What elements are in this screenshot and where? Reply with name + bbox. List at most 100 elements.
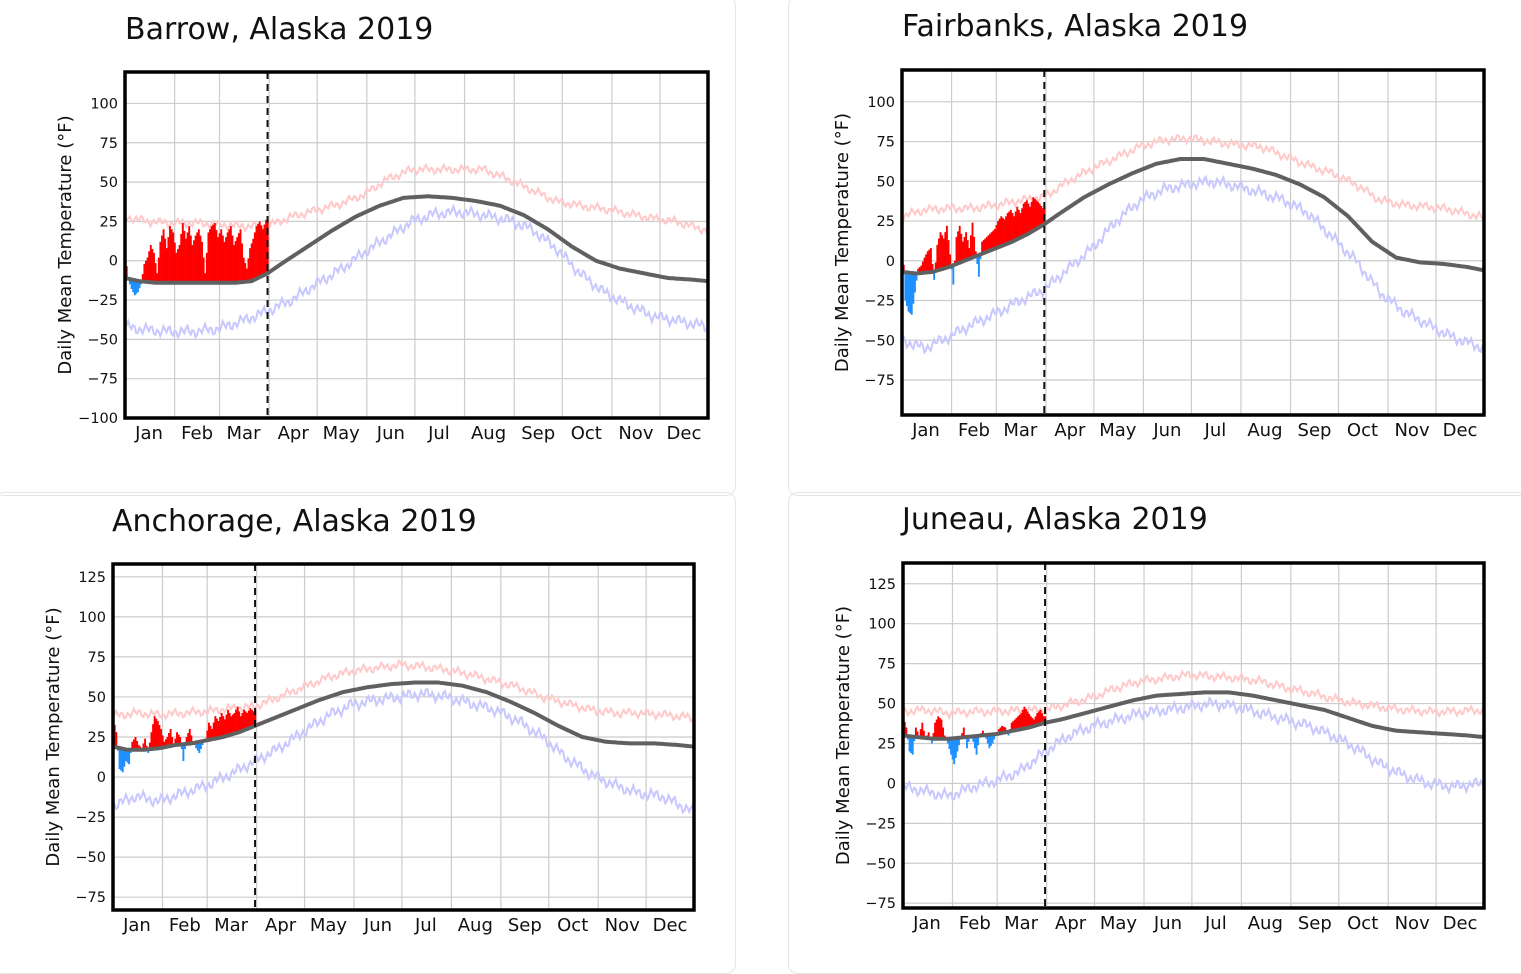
- record-high-line: [903, 669, 1484, 721]
- observed-bar: [236, 706, 239, 733]
- observed-bar: [947, 240, 950, 268]
- observed-bar: [202, 257, 205, 283]
- observed-bar: [129, 279, 131, 285]
- x-tick-label: Feb: [169, 915, 201, 936]
- observed-bar: [241, 243, 244, 283]
- observed-bar: [247, 258, 250, 282]
- y-tick-label: 0: [886, 254, 895, 270]
- observed-bar: [977, 735, 980, 746]
- observed-bar: [974, 736, 976, 749]
- observed-bar: [973, 236, 976, 257]
- observed-bar: [929, 248, 932, 273]
- observed-bar: [920, 265, 923, 274]
- observed-bar: [946, 738, 949, 744]
- observed-bar: [144, 738, 147, 750]
- observed-bar: [135, 280, 138, 294]
- observed-bar: [1005, 216, 1008, 245]
- y-tick-label: −75: [75, 890, 106, 906]
- observed-bar: [173, 242, 176, 283]
- observed-bar: [180, 233, 183, 283]
- observed-bar: [134, 737, 137, 750]
- observed-bar: [1017, 716, 1020, 730]
- observed-bar: [1040, 205, 1043, 227]
- observed-bar: [154, 263, 157, 283]
- y-tick-label: 50: [877, 174, 895, 190]
- observed-bar: [991, 734, 994, 744]
- observed-bar: [948, 738, 951, 750]
- observed-bar: [244, 263, 247, 282]
- y-tick-label: −50: [865, 856, 896, 872]
- observed-bar: [1021, 208, 1024, 237]
- observed-bar: [914, 727, 917, 737]
- observed-bar: [231, 714, 234, 735]
- observed-bar: [1022, 203, 1025, 237]
- observed-bar: [223, 241, 226, 283]
- x-tick-label: Feb: [958, 420, 990, 441]
- observed-bar: [942, 727, 945, 739]
- observed-bar: [151, 248, 154, 283]
- observed-bar: [1039, 709, 1042, 725]
- record-high-line: [902, 134, 1484, 221]
- observed-bar: [182, 744, 185, 762]
- observed-bar: [1020, 713, 1023, 730]
- observed-bar: [966, 240, 969, 260]
- observed-bar: [214, 716, 217, 739]
- observed-bar: [992, 230, 995, 250]
- observed-bar: [1019, 213, 1022, 238]
- record-high-line: [125, 162, 708, 236]
- observed-bar: [155, 718, 158, 749]
- observed-bar: [185, 238, 187, 283]
- observed-bar: [133, 280, 136, 296]
- x-tick-label: Dec: [653, 915, 688, 936]
- observed-bar: [1032, 197, 1035, 231]
- observed-bar: [1016, 206, 1019, 240]
- record-low-line: [903, 696, 1484, 801]
- observed-bar: [1010, 722, 1013, 732]
- y-tick-label: −100: [78, 411, 118, 427]
- observed-bar: [143, 263, 146, 282]
- y-tick-label: −75: [87, 372, 118, 388]
- record-low-line: [125, 203, 708, 340]
- x-tick-label: Feb: [959, 913, 991, 934]
- observed-bar: [909, 272, 912, 314]
- observed-bar: [958, 225, 961, 263]
- observed-bar: [207, 232, 210, 283]
- observed-bar: [159, 241, 162, 283]
- observed-bar: [968, 248, 971, 259]
- x-tick-label: Jun: [363, 915, 392, 936]
- x-tick-label: Jul: [414, 915, 437, 936]
- observed-bar: [174, 738, 177, 746]
- y-axis-label: Daily Mean Temperature (°F): [43, 607, 64, 866]
- observed-bar: [1001, 217, 1004, 246]
- observed-bar: [911, 736, 914, 755]
- observed-bar: [940, 719, 943, 739]
- observed-bar: [1004, 727, 1007, 733]
- observed-bar: [1018, 714, 1021, 730]
- observed-bar: [198, 741, 201, 754]
- y-tick-label: 50: [100, 175, 118, 191]
- observed-bar: [1037, 201, 1040, 229]
- y-tick-label: −50: [75, 850, 106, 866]
- observed-bar: [972, 736, 975, 742]
- observed-bar: [955, 236, 958, 264]
- observed-bar: [181, 222, 184, 283]
- observed-bar: [148, 251, 151, 283]
- observed-bar: [188, 728, 191, 744]
- y-tick-label: 75: [877, 135, 895, 151]
- observed-bar: [217, 720, 220, 738]
- observed-bar: [176, 732, 178, 745]
- observed-bar: [995, 225, 998, 249]
- x-tick-label: Apr: [1055, 913, 1087, 934]
- observed-bar: [175, 252, 178, 283]
- observed-bar: [186, 232, 189, 283]
- observed-bar: [957, 231, 960, 264]
- y-tick-label: 50: [878, 697, 896, 713]
- observed-bar: [209, 725, 212, 740]
- observed-bar: [1029, 716, 1032, 728]
- observed-bar: [1006, 213, 1009, 244]
- observed-bar: [156, 720, 159, 749]
- x-tick-label: Jan: [134, 423, 163, 444]
- x-tick-label: Oct: [557, 915, 588, 936]
- observed-bar: [954, 738, 957, 758]
- x-tick-label: Sep: [521, 423, 555, 444]
